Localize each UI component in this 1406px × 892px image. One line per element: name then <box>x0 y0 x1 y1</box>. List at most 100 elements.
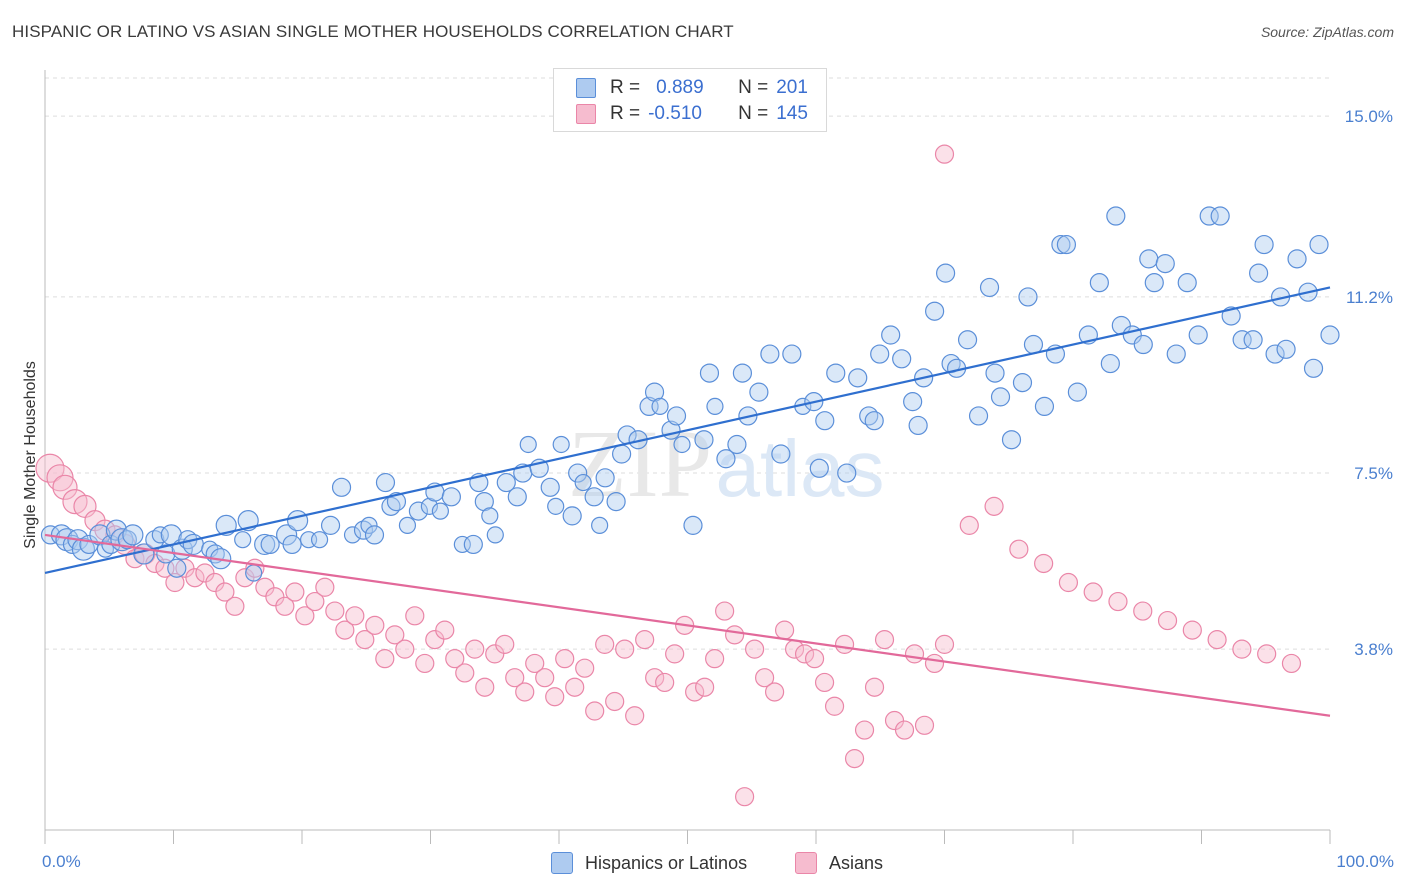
asians-point <box>844 749 865 769</box>
asians-point <box>894 720 915 740</box>
asians-point <box>375 649 395 669</box>
hispanics-point <box>1133 334 1153 355</box>
hispanics-point <box>1210 206 1230 226</box>
hispanics-point <box>595 468 615 488</box>
hispanics-point <box>496 472 516 493</box>
asians-point <box>1133 601 1153 621</box>
hispanics-point <box>694 430 714 450</box>
asians-point <box>804 649 825 669</box>
trend-lines <box>44 286 1331 717</box>
asians-point <box>725 625 745 645</box>
asians-point <box>1157 610 1178 631</box>
asians-point <box>585 701 605 721</box>
asians-point <box>275 596 295 616</box>
hispanics-point <box>408 501 429 521</box>
bottom-legend-label: Hispanics or Latinos <box>585 852 748 873</box>
hispanics-point <box>925 301 945 321</box>
hispanics-point <box>1166 344 1186 364</box>
legend-r-label: R = <box>610 77 641 98</box>
asians-point <box>814 672 835 693</box>
hispanics-point <box>1018 287 1038 307</box>
hispanics-point <box>353 520 374 540</box>
asians-point <box>635 630 655 650</box>
hispanics-point <box>699 363 720 383</box>
hispanics-point <box>486 526 504 544</box>
asians-point <box>465 639 485 659</box>
asians-point <box>959 515 979 535</box>
asians-point <box>435 620 455 640</box>
asians-point <box>764 682 785 702</box>
hispanics-point <box>276 524 298 546</box>
hispanics-point <box>245 564 263 582</box>
hispanics-point <box>864 411 884 431</box>
legend-n-label: N = <box>738 77 769 98</box>
asians-point <box>984 496 1004 516</box>
hispanics-points <box>40 206 1340 582</box>
hispanics-point <box>463 534 483 555</box>
legend-r-value: -0.510 <box>648 103 702 124</box>
hispanics-point <box>908 415 928 436</box>
asians-point <box>1083 582 1103 602</box>
asians-point <box>864 677 885 697</box>
hispanics-point <box>1106 206 1126 226</box>
asians-point <box>904 644 925 664</box>
hispanics-point <box>1309 234 1329 255</box>
hispanics-point <box>1056 234 1077 255</box>
hispanics-point <box>706 397 724 416</box>
bottom-legend-swatch-blue <box>551 852 573 874</box>
asians-point <box>1058 572 1079 593</box>
asians-point <box>934 144 955 164</box>
hispanics-point <box>903 392 923 412</box>
asians-point <box>545 687 565 707</box>
hispanics-point <box>591 516 609 534</box>
asians-point <box>285 582 305 602</box>
hispanics-point <box>935 263 956 283</box>
asians-point <box>625 706 645 726</box>
hispanics-point <box>1012 373 1033 393</box>
hispanics-point <box>1254 234 1274 255</box>
y-tick-label: 7.5% <box>1354 464 1393 483</box>
x-tick-label-min: 0.0% <box>42 852 81 871</box>
asians-point <box>225 596 245 616</box>
asians-point <box>1232 639 1252 659</box>
asians-point <box>924 653 945 674</box>
asians-point <box>365 615 385 635</box>
asians-point <box>1009 539 1029 559</box>
hispanics-point <box>968 406 989 426</box>
hispanics-point <box>683 515 703 535</box>
asians-point <box>525 653 545 674</box>
y-tick-label: 11.2% <box>1346 288 1393 307</box>
hispanics-point <box>957 330 978 350</box>
hispanics-point <box>1199 206 1219 226</box>
asians-point <box>745 639 765 659</box>
asians-point <box>874 630 895 650</box>
hispanics-point <box>1139 249 1159 269</box>
asians-point <box>595 634 615 654</box>
hispanics-point <box>420 497 439 515</box>
asians-point <box>405 606 425 626</box>
hispanics-point <box>673 435 691 454</box>
asians-point <box>165 572 185 593</box>
asians-point <box>345 606 365 626</box>
hispanics-point <box>1303 358 1324 378</box>
hispanics-point <box>848 368 868 388</box>
asians-trend-line <box>44 533 1331 717</box>
hispanics-point <box>612 444 632 464</box>
asians-point <box>695 677 715 697</box>
hispanics-point <box>837 463 857 483</box>
hispanics-point <box>441 487 461 507</box>
hispanics-point <box>716 449 736 469</box>
hispanics-point <box>1100 353 1120 374</box>
asians-point <box>605 691 625 712</box>
asians-point <box>715 601 735 621</box>
asians-point <box>395 639 415 659</box>
asians-point <box>754 668 775 688</box>
hispanics-point <box>343 526 362 544</box>
hispanics-point <box>1144 273 1164 293</box>
hispanics-point <box>386 491 407 512</box>
asians-point <box>335 620 355 640</box>
hispanics-point <box>1155 254 1175 274</box>
asians-point <box>535 668 555 688</box>
asians-point <box>1257 644 1277 664</box>
asians-point <box>735 787 755 807</box>
